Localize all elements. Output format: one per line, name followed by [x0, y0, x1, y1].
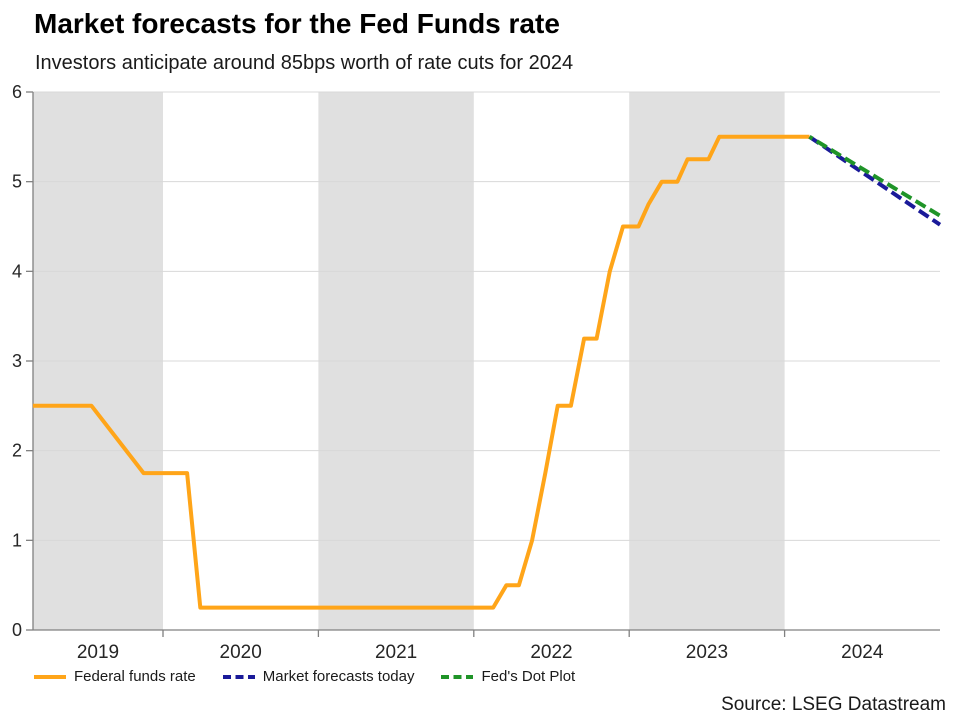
legend-label-market-forecasts: Market forecasts today [262, 668, 415, 685]
x-tick-label: 2024 [841, 642, 884, 663]
x-tick-label: 2021 [375, 642, 417, 663]
legend-item-federal-funds-rate: Federal funds rate [33, 668, 196, 685]
dashed-line-swatch-icon [441, 674, 474, 679]
solid-line-swatch-icon [34, 674, 66, 679]
chart-subtitle: Investors anticipate around 85bps worth … [35, 52, 574, 74]
chart-legend: Federal funds rate Market forecasts toda… [33, 668, 575, 685]
y-tick-label: 4 [12, 261, 22, 281]
legend-label-federal-funds-rate: Federal funds rate [74, 668, 196, 685]
y-tick-label: 5 [12, 172, 22, 192]
y-tick-label: 6 [12, 82, 22, 102]
legend-item-market-forecasts: Market forecasts today [222, 668, 415, 685]
x-tick-label: 2022 [530, 642, 572, 663]
x-tick-label: 2019 [77, 642, 119, 663]
dashed-line-swatch-icon [222, 674, 255, 679]
x-tick-label: 2023 [686, 642, 728, 663]
y-tick-label: 1 [12, 530, 22, 550]
series-line-fed-s-dot-plot [808, 135, 942, 218]
series-line-federal-funds-rate [32, 134, 810, 610]
fed-funds-rate-chart: 0 1 2 3 4 5 6 2019 2020 2021 2022 2023 2024 [12, 82, 942, 663]
series-line-market-forecasts-today [808, 135, 942, 227]
y-tick-label: 2 [12, 441, 22, 461]
chart-title: Market forecasts for the Fed Funds rate [34, 8, 560, 39]
y-tick-label: 0 [12, 620, 22, 640]
x-tick-label: 2020 [220, 642, 262, 663]
legend-item-dot-plot: Fed's Dot Plot [440, 668, 575, 685]
legend-label-dot-plot: Fed's Dot Plot [481, 668, 576, 685]
source-note: Source: LSEG Datastream [721, 694, 946, 715]
y-tick-label: 3 [12, 351, 22, 371]
